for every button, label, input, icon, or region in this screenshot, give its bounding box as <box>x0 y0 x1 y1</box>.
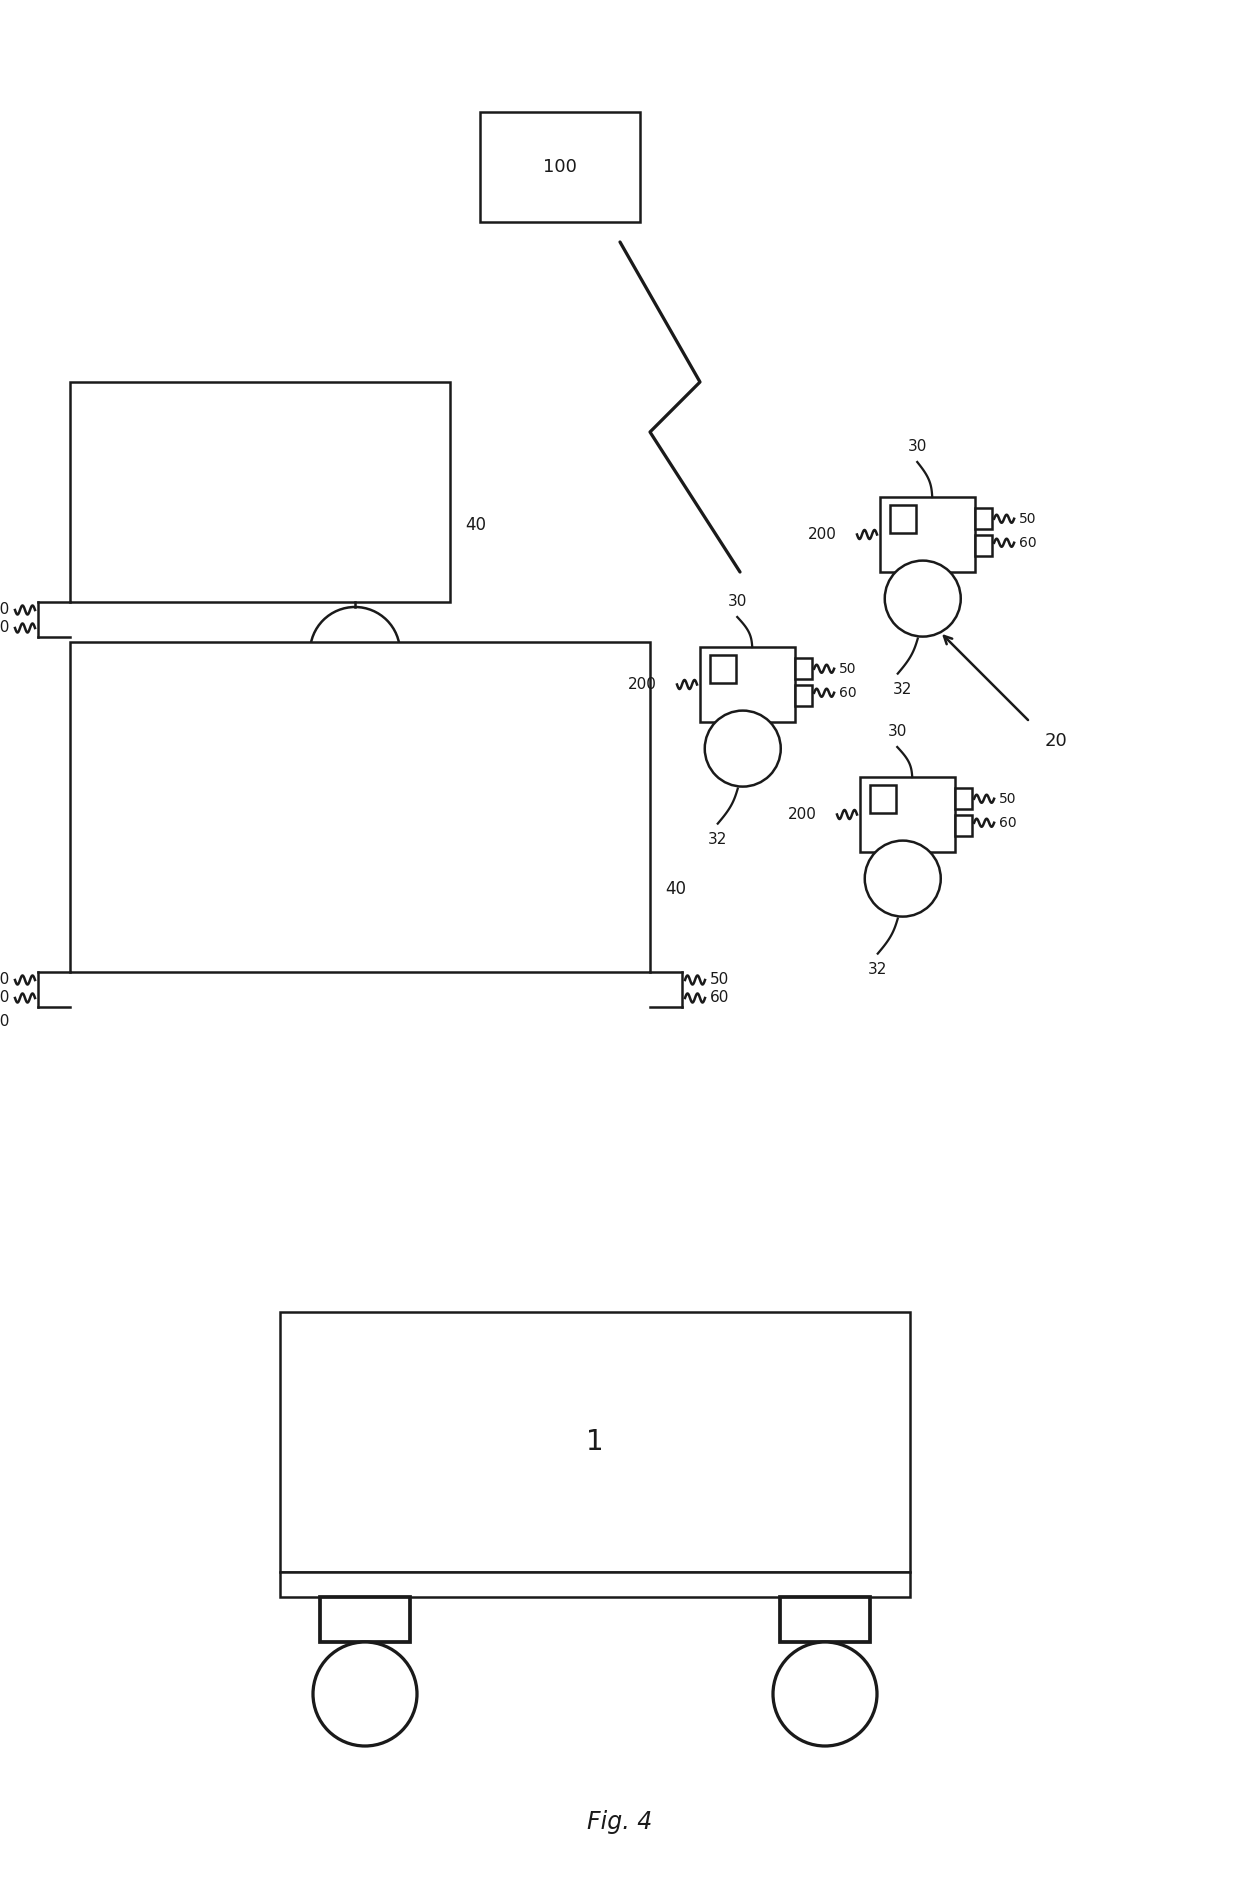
Text: 50: 50 <box>0 603 10 618</box>
Circle shape <box>704 711 781 787</box>
Bar <box>701 647 795 723</box>
Bar <box>889 504 916 533</box>
Circle shape <box>864 841 941 917</box>
Bar <box>795 685 812 706</box>
Bar <box>780 1598 870 1641</box>
Text: 60: 60 <box>0 991 10 1006</box>
Text: 32: 32 <box>893 681 913 696</box>
Text: 40: 40 <box>665 881 686 898</box>
Bar <box>975 508 992 529</box>
Text: 60: 60 <box>0 1014 10 1029</box>
Text: 60: 60 <box>839 687 857 700</box>
Bar <box>975 534 992 555</box>
Bar <box>955 787 972 808</box>
Bar <box>861 778 955 852</box>
Text: 30: 30 <box>908 439 928 455</box>
Text: 1: 1 <box>587 1428 604 1457</box>
Bar <box>69 643 650 972</box>
Text: 50: 50 <box>839 662 857 675</box>
Bar <box>955 814 972 835</box>
Bar <box>320 1598 410 1641</box>
Text: 30: 30 <box>888 725 906 740</box>
Bar <box>795 658 812 679</box>
Text: 40: 40 <box>465 515 486 534</box>
Text: 200: 200 <box>629 677 657 692</box>
Bar <box>480 112 640 223</box>
Bar <box>880 496 975 573</box>
Bar <box>280 1312 910 1571</box>
Bar <box>69 382 450 603</box>
Text: 50: 50 <box>999 791 1017 806</box>
Bar <box>869 784 897 812</box>
Text: 50: 50 <box>0 972 10 987</box>
Text: 100: 100 <box>543 158 577 177</box>
Text: Fig. 4: Fig. 4 <box>588 1811 652 1834</box>
Text: 60: 60 <box>0 620 10 635</box>
Text: 50: 50 <box>1019 512 1037 525</box>
Circle shape <box>773 1641 877 1746</box>
Bar <box>280 1571 910 1598</box>
Text: 60: 60 <box>711 991 729 1006</box>
Text: 200: 200 <box>789 806 817 822</box>
Circle shape <box>885 561 961 637</box>
Text: 32: 32 <box>708 831 728 846</box>
Text: 30: 30 <box>728 593 746 609</box>
Text: 50: 50 <box>711 972 729 987</box>
Text: 32: 32 <box>868 962 888 976</box>
Text: 60: 60 <box>999 816 1017 829</box>
Circle shape <box>310 607 401 696</box>
Text: 20: 20 <box>1045 732 1068 749</box>
Bar <box>709 654 737 683</box>
Circle shape <box>312 1641 417 1746</box>
Text: 60: 60 <box>1019 536 1037 550</box>
Text: 200: 200 <box>808 527 837 542</box>
